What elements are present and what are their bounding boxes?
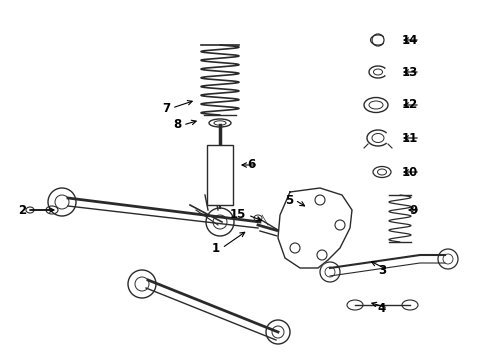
Text: 14: 14 [401,33,417,46]
Text: 12: 12 [401,99,417,112]
Text: 8: 8 [172,118,181,131]
Text: 11: 11 [401,131,417,144]
Text: 3: 3 [377,264,385,276]
Text: 15: 15 [229,208,245,221]
FancyBboxPatch shape [206,145,232,205]
Text: 7: 7 [162,102,170,114]
Text: 9: 9 [409,203,417,216]
Circle shape [334,220,345,230]
Circle shape [314,195,325,205]
Polygon shape [278,188,351,268]
Text: 5: 5 [284,194,292,207]
Text: 10: 10 [401,166,417,179]
Text: 6: 6 [247,158,256,171]
Text: 1: 1 [211,242,220,255]
Circle shape [316,250,326,260]
Circle shape [289,243,299,253]
Text: 2: 2 [18,203,26,216]
Text: 4: 4 [377,302,385,315]
Text: 13: 13 [401,66,417,78]
